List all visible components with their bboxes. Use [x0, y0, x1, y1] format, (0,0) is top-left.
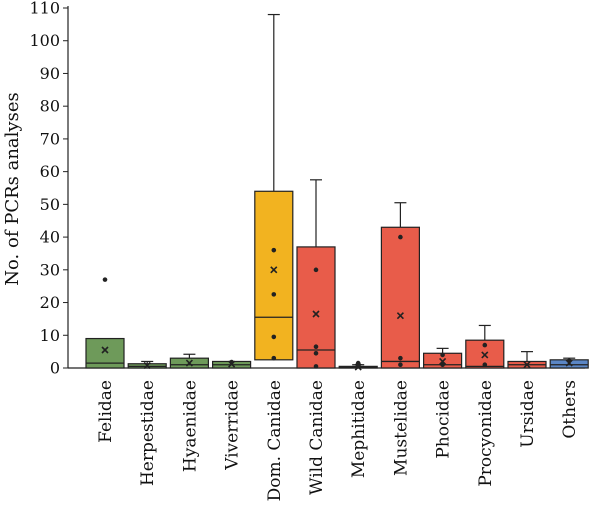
y-tick-label: 20 — [40, 293, 60, 312]
y-axis-title: No. of PCRs analyses — [2, 92, 23, 285]
box — [380, 226, 420, 369]
category-label: Felidae — [96, 380, 116, 443]
box-group — [127, 360, 167, 369]
box-group — [423, 347, 463, 369]
category-label: Mustelidae — [391, 380, 411, 476]
category-label: Wild Canidae — [307, 380, 327, 495]
y-tick-label: 80 — [40, 97, 60, 116]
mean-marker — [439, 357, 447, 366]
data-point — [271, 355, 277, 361]
mean-marker — [481, 351, 489, 359]
y-tick-label: 0 — [50, 359, 60, 378]
box-group — [465, 324, 505, 369]
category-label: Viverridae — [223, 380, 243, 471]
box-group — [380, 202, 420, 369]
y-tick-label: 100 — [29, 31, 60, 50]
data-point — [313, 364, 319, 369]
category-label: Dom. Canidae — [265, 380, 285, 501]
box-group — [254, 13, 294, 361]
y-tick-label: 30 — [40, 260, 60, 279]
axes: 0 10 20 30 40 50 60 70 80 90 100 110 — [29, 0, 585, 378]
y-tick-label: 40 — [40, 228, 60, 247]
box-group — [507, 351, 547, 369]
data-point — [482, 342, 488, 348]
data-point — [440, 352, 445, 358]
y-tick-label: 90 — [40, 64, 60, 83]
box-group — [169, 353, 209, 369]
mean-marker — [396, 312, 404, 320]
box-group — [212, 359, 252, 369]
box — [254, 190, 294, 361]
data-point — [313, 267, 319, 273]
y-tick-label: 10 — [40, 326, 60, 345]
data-point — [398, 355, 403, 361]
mean-marker — [523, 361, 531, 369]
category-label: Procyonidae — [476, 380, 496, 487]
box-group — [338, 360, 378, 371]
data-point — [398, 362, 403, 368]
mean-marker — [185, 359, 193, 367]
mean-marker — [565, 359, 573, 367]
mean-marker — [354, 363, 362, 371]
data-point — [482, 362, 488, 368]
data-point — [313, 350, 319, 356]
mean-marker — [312, 310, 320, 318]
data-point — [313, 344, 319, 350]
category-label: Phocidae — [434, 380, 454, 459]
data-point — [355, 360, 361, 366]
box-group — [549, 357, 589, 369]
box-group — [296, 179, 336, 369]
y-tick-label: 60 — [40, 162, 60, 181]
category-label: Mephitidae — [349, 380, 369, 478]
category-label: Ursidae — [518, 380, 538, 448]
mean-marker — [101, 346, 109, 354]
boxes — [85, 13, 589, 371]
category-labels: Felidae Herpestidae Hyaenidae Viverridae Dom… — [96, 380, 580, 501]
category-label: Others — [560, 380, 580, 439]
data-point — [271, 247, 277, 253]
data-point — [271, 292, 277, 297]
y-tick-label: 70 — [40, 129, 60, 148]
mean-marker — [270, 266, 278, 274]
mean-marker — [143, 361, 151, 369]
box-group — [85, 277, 125, 369]
y-tick-label: 110 — [29, 0, 60, 18]
y-tick-label: 50 — [40, 195, 60, 214]
category-label: Herpestidae — [138, 380, 158, 486]
mean-marker — [228, 360, 236, 368]
data-point — [398, 234, 403, 240]
data-point — [102, 277, 108, 282]
category-label: Hyaenidae — [180, 380, 200, 472]
data-point — [271, 334, 277, 340]
